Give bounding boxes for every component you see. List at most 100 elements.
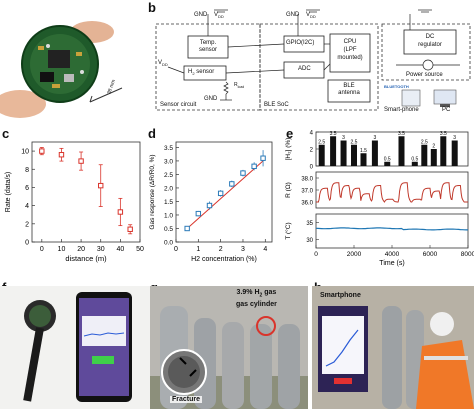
d-data-point	[217, 190, 224, 197]
h2-sub: 2	[192, 71, 195, 77]
dc-regulator-line-2: regulator	[418, 42, 442, 48]
e-bar-label: 3	[374, 135, 377, 141]
d-xlabel: H2 concentration (%)	[191, 256, 257, 263]
e-bottom-ylabel: T (°C)	[284, 222, 292, 239]
c-xtick-label: 10	[58, 246, 66, 253]
e-bar	[351, 144, 357, 166]
e-bar-label: 3.5	[330, 131, 337, 137]
panel-e-label: e	[286, 126, 294, 141]
e-bar	[340, 140, 347, 166]
d-data-point	[206, 202, 213, 209]
c-xlabel: distance (m)	[65, 254, 107, 263]
ble-antenna-line-2: antenna	[338, 90, 360, 96]
handheld-device-photo	[0, 286, 150, 409]
vdd-side-v: V	[158, 60, 163, 66]
gnd-label-bottom: GND	[204, 96, 218, 102]
e-top-ytick-label: 4	[310, 131, 314, 137]
e-mid-ylabel: R (Ω)	[285, 182, 292, 198]
vdd-left-v: V	[214, 12, 219, 18]
d-ytick-label: 3.0	[164, 158, 173, 165]
e-bar-label: 2.5	[351, 139, 358, 145]
d-fit-line	[186, 160, 264, 229]
d-ytick-label: 2.5	[164, 172, 173, 179]
e-mid-ytick-label: 36.0	[301, 201, 313, 207]
annotation-line-1: 3.9% H2 gas	[236, 288, 277, 300]
e-bar-label: 0.5	[384, 156, 391, 162]
e-top-ylabel: [H₂] (%)	[285, 138, 292, 161]
e-xtick-label: 6000	[423, 251, 438, 258]
e-bar-label: 2	[432, 144, 435, 150]
c-xtick-label: 50	[136, 246, 144, 253]
vdd-mid-v: V	[306, 12, 311, 18]
c-plot-frame	[31, 141, 141, 243]
e-bar	[421, 144, 428, 166]
annotation-line-2: gas cylinder	[236, 301, 277, 309]
e-bar	[384, 161, 391, 166]
h2-cylinder-annotation: 3.9% H2 gas gas cylinder	[236, 288, 277, 309]
d-ytick-label: 2.0	[164, 185, 173, 192]
d-ytick-label: 0.5	[164, 226, 173, 233]
cpu-line-1: CPU	[343, 39, 357, 45]
c-xtick-label: 40	[116, 246, 124, 253]
e-xtick-label: 8000	[461, 251, 474, 258]
ble-antenna-label: BLE antenna	[330, 83, 368, 97]
e-bar	[440, 136, 447, 166]
d-ytick-label: 3.5	[164, 145, 173, 152]
e-mid-ytick-label: 37.0	[301, 189, 313, 195]
e-bar-label: 3	[453, 135, 456, 141]
panel-d-label: d	[148, 126, 156, 141]
e-bar	[430, 149, 437, 166]
vdd-left-sub: DD	[218, 14, 224, 20]
e-xtick-label: 2000	[347, 251, 362, 258]
e-top-ytick-label: 0	[310, 165, 314, 171]
sensor-board-photo: 38 mm	[0, 2, 130, 122]
temp-sensor-label: Temp. sensor	[198, 40, 217, 53]
e-bar-label: 2.5	[318, 139, 325, 145]
ble-soc-label: BLE SoC	[264, 102, 289, 108]
e-mid-frame	[315, 171, 469, 209]
c-data-point	[58, 152, 65, 158]
gas-response-chart: 0.0 0.5 1.0 1.5 2.0 2.5 3.0 3.5 0 1 2 3 4 Gas respons…	[149, 141, 273, 263]
sensor-board-drawing	[0, 21, 123, 118]
gas-cylinder-photo: 3.9% H2 gas gas cylinder Fracture	[150, 286, 308, 409]
vdd-label-mid: VDD	[306, 12, 316, 19]
d-ytick-label: 1.0	[164, 212, 173, 219]
gas-cylinder-drawing	[150, 286, 308, 409]
adc-label: ADC	[298, 66, 311, 72]
dc-regulator-line-1: DC	[425, 34, 435, 40]
e-bar-label: 3.5	[398, 131, 405, 137]
bluetooth-label: BLUETOOTH	[384, 84, 409, 89]
d-data-point	[229, 181, 235, 187]
d-xtick-label: 2	[219, 246, 223, 253]
c-data-point	[98, 182, 104, 189]
gnd-label-left: GND	[194, 12, 208, 18]
d-ylabel: Gas response (ΔR/R0, %)	[149, 154, 156, 229]
d-data-point	[251, 163, 257, 170]
fracture-label: Fracture	[170, 396, 203, 403]
c-data-point	[39, 148, 45, 154]
sensor-circuit-label: Sensor circuit	[160, 102, 197, 108]
c-ytick-label: 0	[25, 240, 29, 247]
c-ytick-label: 10	[21, 149, 29, 156]
d-ytick-label: 1.5	[164, 199, 173, 206]
e-bar	[371, 140, 378, 166]
smartphone-label: Smart-phone	[384, 107, 419, 113]
c-data-point	[127, 226, 133, 232]
e-bar-label: 3.5	[440, 131, 447, 137]
e-bottom-ytick-label: 35	[306, 221, 313, 227]
c-ytick-label: 6	[25, 185, 29, 192]
c-xtick-label: 20	[77, 246, 85, 253]
distance-rate-chart: 0 2 4 6 8 10 0 10 20 30 40 50 Rate (data/s) distance …	[5, 141, 144, 263]
d-xtick-label: 4	[263, 246, 267, 253]
cpu-label: CPU (LPF mounted)	[332, 38, 368, 62]
c-xtick-label: 0	[40, 246, 44, 253]
e-temperature-line	[315, 227, 468, 231]
d-data-point	[260, 155, 266, 161]
c-xtick-label: 30	[97, 246, 105, 253]
vdd-label-left: VDD	[214, 12, 224, 19]
e-bar	[360, 153, 367, 166]
d-data-point	[240, 170, 246, 176]
vdd-mid-sub: DD	[310, 14, 316, 20]
e-bottom-ytick-label: 30	[306, 238, 313, 244]
c-ytick-label: 8	[25, 167, 29, 174]
